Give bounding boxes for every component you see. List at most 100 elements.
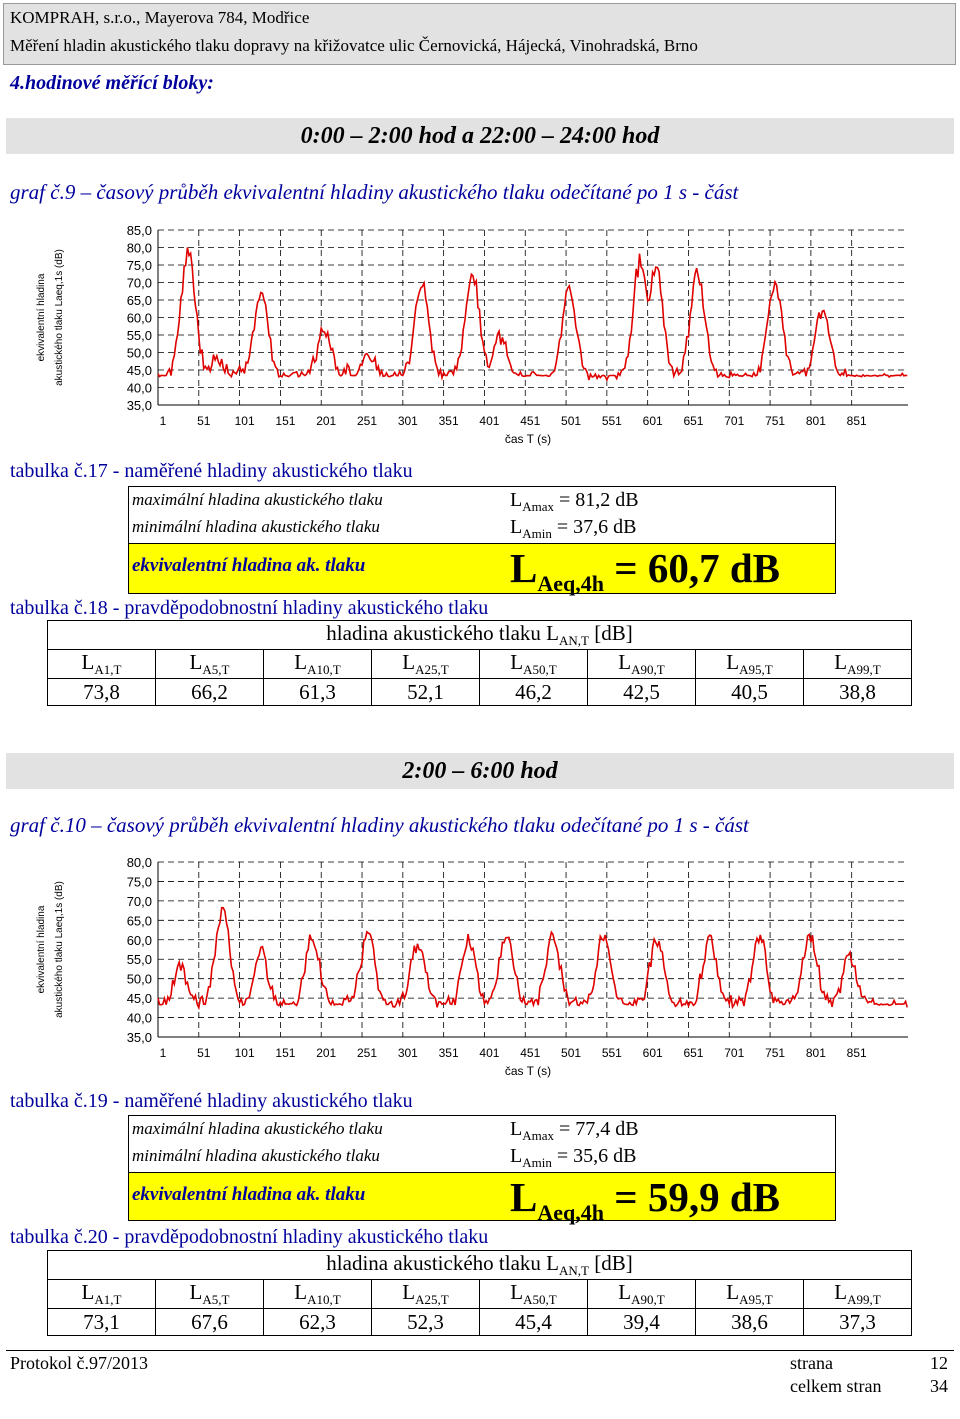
header-bar <box>3 3 956 65</box>
x-tick-label: 51 <box>197 1046 211 1060</box>
probability-value: 38,6 <box>695 1308 804 1337</box>
section-label: 4.hodinové měřící bloky: <box>10 72 214 94</box>
lamin-value: LAmin = 35,6 dB <box>510 1145 637 1170</box>
protocol-number: Protokol č.97/2013 <box>10 1353 148 1373</box>
y-tick-label: 45,0 <box>127 991 152 1006</box>
x-tick-label: 851 <box>847 414 867 428</box>
y-tick-label: 75,0 <box>127 258 152 273</box>
probability-value: 66,2 <box>155 678 264 707</box>
x-tick-label: 101 <box>235 1046 255 1060</box>
x-tick-label: 201 <box>316 414 336 428</box>
x-tick-label: 301 <box>398 1046 418 1060</box>
column-header: LA95,T <box>695 1279 804 1310</box>
x-tick-label: 551 <box>602 414 622 428</box>
y-tick-label: 80,0 <box>127 241 152 256</box>
y-tick-label: 65,0 <box>127 293 152 308</box>
column-header: LA1,T <box>47 649 156 680</box>
x-tick-label: 401 <box>479 414 499 428</box>
probability-value: 67,6 <box>155 1308 264 1337</box>
probability-value: 45,4 <box>479 1308 588 1337</box>
probability-value: 73,8 <box>47 678 156 707</box>
y-axis-label: ekvivalentní hladina akustického tlaku La… <box>36 881 65 1018</box>
document-title: Měření hladin akustického tlaku dopravy … <box>10 36 698 55</box>
x-tick-label: 651 <box>683 414 703 428</box>
x-axis-label: čas T (s) <box>505 432 551 446</box>
probability-value: 73,1 <box>47 1308 156 1337</box>
lamax-value: LAmax = 77,4 dB <box>510 1118 639 1143</box>
y-tick-label: 55,0 <box>127 952 152 967</box>
x-tick-label: 701 <box>724 414 744 428</box>
column-header: LA50,T <box>479 649 588 680</box>
x-tick-label: 251 <box>357 414 377 428</box>
x-tick-label: 251 <box>357 1046 377 1060</box>
max-level-label: maximální hladina akustického tlaku <box>132 490 383 509</box>
probability-table-20: hladina akustického tlaku LAN,T [dB] LA1,… <box>47 1249 912 1337</box>
column-header: LA25,T <box>371 649 480 680</box>
y-tick-label: 50,0 <box>127 346 152 361</box>
page-label: strana <box>790 1353 833 1373</box>
probability-value: 61,3 <box>263 678 372 707</box>
x-tick-label: 851 <box>847 1046 867 1060</box>
min-level-label: minimální hladina akustického tlaku <box>132 1146 380 1165</box>
x-tick-label: 1 <box>160 1046 167 1060</box>
x-tick-label: 451 <box>520 414 540 428</box>
y-tick-label: 60,0 <box>127 933 152 948</box>
x-axis-label: čas T (s) <box>505 1064 551 1078</box>
x-tick-label: 1 <box>160 414 167 428</box>
x-tick-label: 201 <box>316 1046 336 1060</box>
series-line <box>157 247 908 382</box>
column-header: LA10,T <box>263 649 372 680</box>
x-tick-label: 751 <box>765 414 785 428</box>
y-tick-label: 75,0 <box>127 874 152 889</box>
probability-table-header: hladina akustického tlaku LAN,T [dB] <box>47 1249 912 1281</box>
company-name: KOMPRAH, s.r.o., Mayerova 784, Modřice <box>10 8 310 27</box>
x-tick-label: 801 <box>806 1046 826 1060</box>
table-caption-18: tabulka č.18 - pravděpodobnostní hladiny… <box>10 597 489 619</box>
total-pages-number: 34 <box>930 1376 948 1396</box>
period-bar-1: 0:00 – 2:00 hod a 22:00 – 24:00 hod <box>6 118 954 154</box>
chart-graf-10: ekvivalentní hladina akustického tlaku La… <box>36 855 908 1078</box>
series-line <box>157 906 908 1011</box>
measured-levels-table-19: maximální hladina akustického tlaku LAma… <box>128 1115 836 1225</box>
total-pages-label: celkem stran <box>790 1376 882 1396</box>
y-tick-label: 80,0 <box>127 855 152 870</box>
x-tick-label: 701 <box>724 1046 744 1060</box>
lamax-value: LAmax = 81,2 dB <box>510 489 639 514</box>
y-tick-label: 35,0 <box>127 1030 152 1045</box>
probability-value: 42,5 <box>587 678 696 707</box>
probability-value: 40,5 <box>695 678 804 707</box>
column-header: LA10,T <box>263 1279 372 1310</box>
y-tick-label: 40,0 <box>127 1011 152 1026</box>
equivalent-level-row: ekvivalentní hladina ak. tlaku LAeq,4h =… <box>129 1172 835 1225</box>
y-tick-label: 85,0 <box>127 223 152 238</box>
y-tick-label: 65,0 <box>127 913 152 928</box>
equivalent-level-row: ekvivalentní hladina ak. tlaku LAeq,4h =… <box>129 543 835 596</box>
probability-value: 52,3 <box>371 1308 480 1337</box>
column-header: LA99,T <box>803 649 912 680</box>
column-header: LA5,T <box>155 649 264 680</box>
page-number: 12 <box>930 1353 948 1373</box>
probability-value: 38,8 <box>803 678 912 707</box>
y-tick-label: 40,0 <box>127 381 152 396</box>
probability-value: 52,1 <box>371 678 480 707</box>
x-tick-label: 351 <box>439 414 459 428</box>
table-caption-20: tabulka č.20 - pravděpodobnostní hladiny… <box>10 1226 489 1248</box>
equivalent-level-label: ekvivalentní hladina ak. tlaku <box>132 555 366 576</box>
x-tick-label: 51 <box>197 414 211 428</box>
table-caption-19: tabulka č.19 - naměřené hladiny akustick… <box>10 1090 413 1112</box>
column-header: LA50,T <box>479 1279 588 1310</box>
y-tick-label: 70,0 <box>127 276 152 291</box>
equivalent-level-label: ekvivalentní hladina ak. tlaku <box>132 1184 366 1205</box>
column-header: LA90,T <box>587 649 696 680</box>
max-level-label: maximální hladina akustického tlaku <box>132 1119 383 1138</box>
x-tick-label: 451 <box>520 1046 540 1060</box>
x-tick-label: 351 <box>439 1046 459 1060</box>
chart-graf-9: ekvivalentní hladina akustického tlaku La… <box>36 223 908 446</box>
period-title-2: 2:00 – 6:00 hod <box>402 758 558 784</box>
period-bar-2: 2:00 – 6:00 hod <box>6 753 954 789</box>
probability-value: 46,2 <box>479 678 588 707</box>
laeq-value: LAeq,4h = 60,7 dB <box>510 545 780 597</box>
x-tick-label: 151 <box>275 414 295 428</box>
x-tick-label: 501 <box>561 1046 581 1060</box>
x-tick-label: 601 <box>643 1046 663 1060</box>
